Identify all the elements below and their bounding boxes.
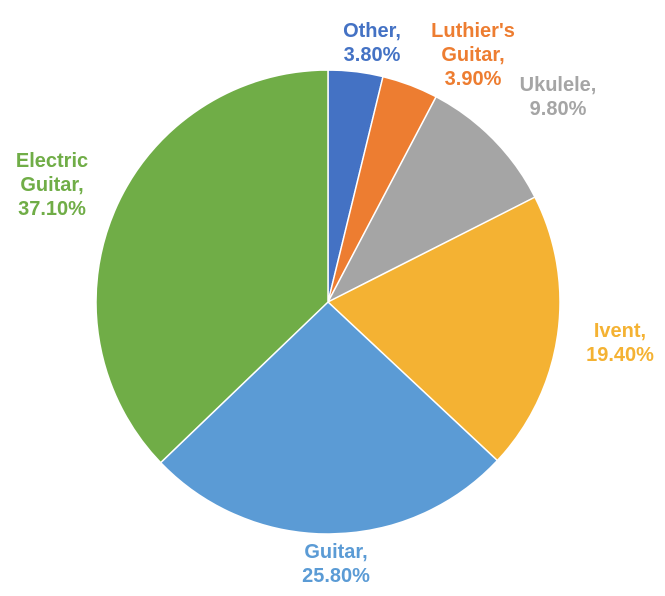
- data-label-line: Luthier's: [431, 20, 515, 42]
- data-label-ivent: Ivent, 19.40%: [586, 320, 654, 366]
- data-label-line: 25.80%: [302, 565, 370, 587]
- slice-electric-guitar: [95, 69, 329, 464]
- data-label-line: Electric: [16, 150, 88, 172]
- data-label-guitar: Guitar, 25.80%: [302, 541, 370, 587]
- data-label-other: Other, 3.80%: [343, 20, 401, 66]
- data-label-line: Ukulele,: [520, 74, 597, 96]
- data-label-line: Guitar,: [20, 174, 83, 196]
- slice-guitar: [159, 300, 499, 535]
- data-label-luthier-s-guitar: Luthier's Guitar, 3.90%: [431, 20, 515, 90]
- data-label-line: Other,: [343, 20, 401, 42]
- data-label-line: 3.80%: [344, 44, 401, 66]
- data-label-line: 37.10%: [18, 198, 86, 220]
- data-label-ukulele: Ukulele, 9.80%: [520, 74, 597, 120]
- data-label-line: 9.80%: [530, 98, 587, 120]
- data-label-electric-guitar: Electric Guitar, 37.10%: [16, 150, 88, 220]
- data-label-line: 3.90%: [445, 68, 502, 90]
- slice-ukulele: [326, 95, 536, 304]
- slice-ivent: [326, 196, 561, 462]
- data-label-line: Guitar,: [441, 44, 504, 66]
- labels-layer: Other, 3.80%Luthier's Guitar, 3.90% Ukulele,…: [16, 20, 654, 587]
- data-label-line: Ivent,: [594, 320, 646, 342]
- data-label-line: Guitar,: [304, 541, 367, 563]
- slices-layer: [95, 69, 561, 535]
- data-label-line: 19.40%: [586, 344, 654, 366]
